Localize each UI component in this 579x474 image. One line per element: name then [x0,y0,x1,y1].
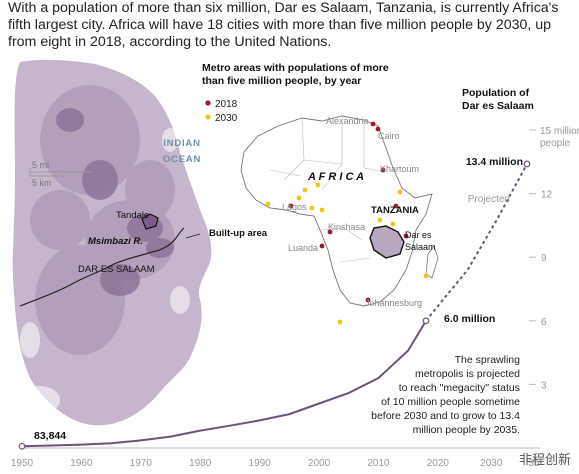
ocean-label-1: INDIAN [163,138,201,149]
end-point [523,160,531,168]
legend-2030-label: 2030 [215,113,238,124]
x-tick-label: 1950 [11,458,34,469]
now-label: 6.0 million [444,313,495,325]
tandale-outline [141,213,159,230]
scale-km: 5 km [32,178,52,188]
river-label: Msimbazi R. [88,236,143,247]
built-up-label: Built-up area [209,228,268,239]
city-khartoum: Khartoum [380,164,419,174]
city-kinshasa: Kinshasa [328,222,365,232]
intro-text: With a population of more than six milli… [8,0,559,50]
svg-text:metropolis is projected: metropolis is projected [415,368,520,380]
river-line [19,227,185,307]
city-luanda: Luanda [288,243,318,253]
continent-label: A F R I C A [307,171,364,183]
note-text: The sprawling metropolis is projected to… [371,354,520,436]
x-tick-label: 1970 [130,458,153,469]
city-cairo: Cairo [378,131,400,141]
current-point [422,317,430,325]
x-tick-label: '35 [526,458,539,469]
projected-label: Projected [468,194,510,205]
chart-title-1: Population of [462,87,530,99]
africa-title-2: than five million people, by year [202,75,361,87]
start-label: 83,844 [34,430,66,442]
population-chart: Population of Dar es Salaam 3 6 9 12 15 mill… [11,87,579,469]
city-markers [265,121,429,325]
x-tick-label: 1960 [70,458,93,469]
africa-map: Metro areas with populations of more tha… [202,62,439,325]
africa-outline [240,115,433,307]
city-lagos: Lagos [282,202,307,212]
y-tick-label: 12 [541,190,553,201]
watermark: 非程创新 [518,453,571,468]
svg-text:million people by 2035.: million people by 2035. [413,424,520,436]
legend-2018-dot [205,100,211,106]
city-alexandria: Alexandria [326,116,369,126]
ocean-label-2: OCEAN [163,154,201,165]
x-ticks: 1950 1960 1970 1980 1990 2000 2010 2020 2030 '35 [11,458,540,469]
legend-2018-label: 2018 [215,99,238,110]
city-dar-es-1: Dar es [405,230,432,240]
svg-text:before 2030 and to grow to 13.: before 2030 and to grow to 13.4 [371,410,520,422]
end-label: 13.4 million [466,156,523,168]
chart-title-2: Dar es Salaam [462,100,534,112]
x-tick-label: 2010 [367,458,390,469]
y-tick-unit: people [540,138,570,149]
dar-map: INDIAN OCEAN 5 mi 5 km Tandale Msimbazi … [12,59,268,426]
x-tick-label: 2000 [308,458,331,469]
svg-text:to reach "megacity" status: to reach "megacity" status [399,382,520,394]
tandale-label: Tandale [116,210,149,221]
africa-title-1: Metro areas with populations of more [202,62,389,74]
tanzania-shape [369,225,405,259]
svg-text:The sprawling: The sprawling [455,354,521,366]
y-tick-label: 15 million [540,126,579,137]
x-tick-label: 1990 [249,458,272,469]
y-tick-label: 9 [541,253,547,264]
y-tick-label: 3 [541,380,547,391]
x-tick-label: 1980 [189,458,212,469]
svg-text:of 10 million people sometime: of 10 million people sometime [381,396,520,408]
x-tick-label: 2030 [480,458,503,469]
start-point [18,442,26,450]
city-johannesburg: Johannesburg [365,298,422,308]
population-line-projected [425,163,528,322]
city-dar-es-2: Salaam [405,242,436,252]
scale-mi: 5 mi [32,160,49,170]
y-tick-label: 6 [541,317,547,328]
population-line-actual [21,320,427,448]
city-label: DAR ES SALAAM [78,264,155,275]
x-tick-label: 2020 [427,458,450,469]
legend-2030-dot [205,114,211,120]
country-label: TANZANIA [371,205,419,216]
madagascar [425,245,439,279]
